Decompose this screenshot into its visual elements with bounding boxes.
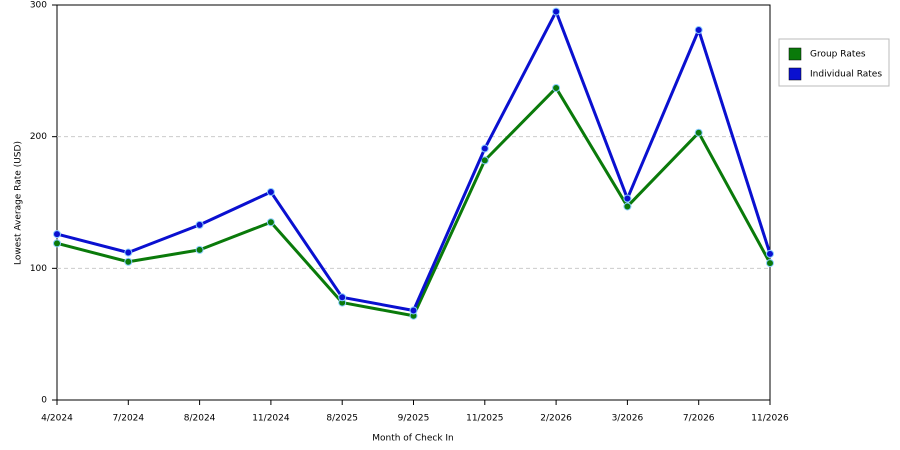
y-tick-label: 300 <box>30 1 47 11</box>
data-point <box>552 7 561 16</box>
data-point <box>53 239 61 248</box>
data-point <box>694 26 703 35</box>
x-axis-label: Month of Check In <box>372 434 454 444</box>
x-tick-label: 7/2026 <box>683 414 715 424</box>
data-point <box>480 156 489 165</box>
y-tick-label: 100 <box>30 264 47 274</box>
data-point <box>124 257 133 266</box>
data-point <box>124 248 133 257</box>
plot-area <box>56 4 771 401</box>
legend-label: Individual Rates <box>810 70 882 80</box>
y-axis-label: Lowest Average Rate (USD) <box>14 141 24 265</box>
data-point <box>480 144 489 153</box>
x-tick-label: 7/2024 <box>112 414 144 424</box>
y-tick-label: 0 <box>41 396 47 406</box>
x-tick-label: 8/2024 <box>184 414 216 424</box>
data-point <box>552 83 561 92</box>
x-tick-label: 4/2024 <box>41 414 73 424</box>
data-point <box>195 220 204 229</box>
x-tick-label: 9/2025 <box>398 414 430 424</box>
data-point <box>195 245 204 254</box>
x-tick-label: 3/2026 <box>612 414 644 424</box>
data-point <box>623 194 632 203</box>
x-tick-label: 2/2026 <box>540 414 572 424</box>
data-point <box>766 249 774 258</box>
data-point <box>266 218 275 227</box>
data-point <box>766 259 774 268</box>
data-point <box>694 128 703 137</box>
legend-swatch <box>788 67 802 81</box>
legend-label: Group Rates <box>810 50 866 60</box>
data-point <box>623 202 632 211</box>
x-tick-label: 11/2025 <box>466 414 503 424</box>
data-point <box>338 293 347 302</box>
data-point <box>53 230 61 239</box>
data-point <box>266 187 275 196</box>
x-tick-label: 11/2026 <box>751 414 789 424</box>
y-tick-label: 200 <box>30 132 47 142</box>
data-point <box>409 306 418 315</box>
x-tick-label: 8/2025 <box>326 414 358 424</box>
legend-swatch <box>788 47 802 61</box>
x-tick-label: 11/2024 <box>252 414 290 424</box>
